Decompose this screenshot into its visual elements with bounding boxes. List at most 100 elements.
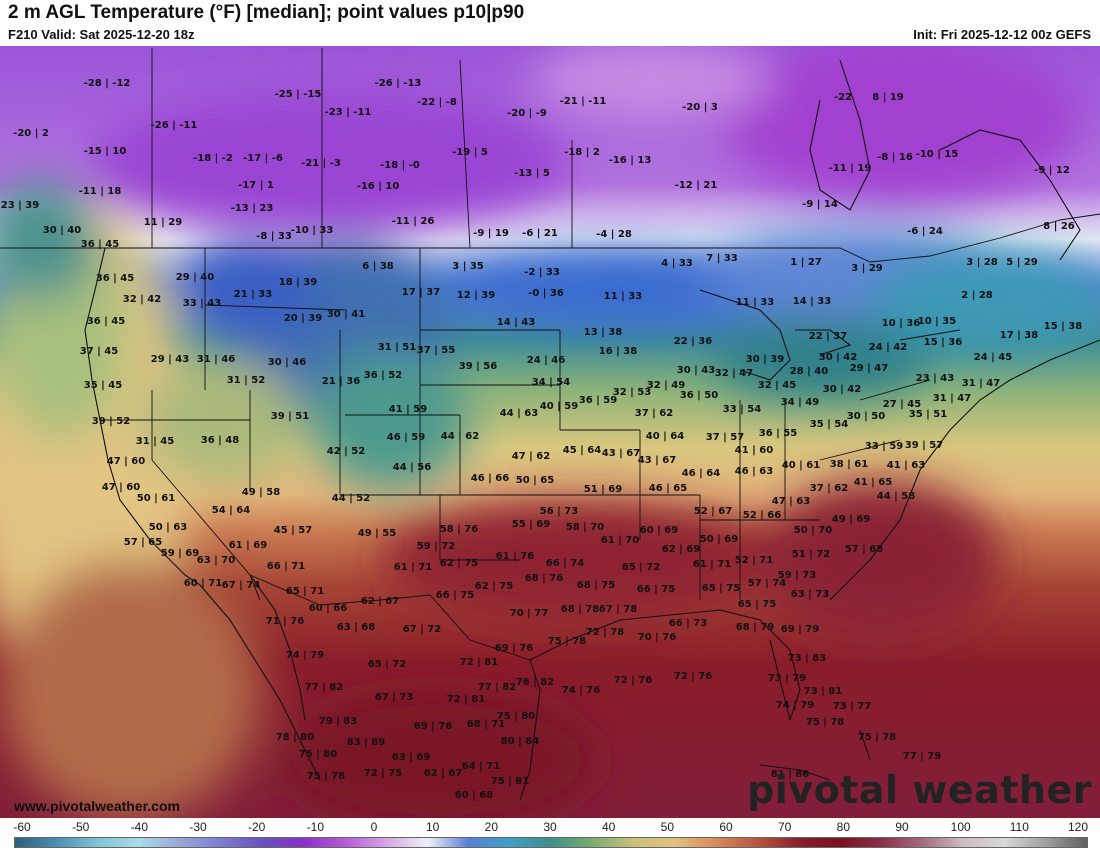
point-value: 47 | 60 — [102, 482, 140, 493]
point-value: 49 | 55 — [358, 528, 396, 539]
colorbar-tick-label: -20 — [247, 820, 266, 834]
point-value: 46 | 63 — [735, 466, 773, 477]
point-value: 30 | 50 — [847, 411, 885, 422]
point-value: 43 | 67 — [602, 448, 640, 459]
point-value: 46 | 65 — [649, 483, 687, 494]
point-value: 67 | 72 — [403, 624, 441, 635]
brand-logo: pivotal weather — [747, 768, 1092, 812]
point-value: 68 | 78 — [561, 604, 599, 615]
point-value: 3 | 29 — [851, 263, 883, 274]
point-value: 32 | 53 — [613, 387, 651, 398]
point-value: -12 | 21 — [675, 180, 718, 191]
point-value: -10 | 33 — [291, 225, 334, 236]
point-value: 31 | 45 — [136, 436, 174, 447]
colorbar-tick-label: -10 — [306, 820, 324, 834]
colorbar-tick-label: -60 — [13, 820, 31, 834]
point-value: 6 | 38 — [362, 261, 394, 272]
point-value: 62 | 69 — [662, 544, 700, 555]
point-value: 52 | 66 — [743, 510, 781, 521]
point-value: -13 | 5 — [514, 168, 550, 179]
point-value: -4 | 28 — [596, 229, 632, 240]
point-values: -28 | -12 -20 | 2 -15 | 10 -26 | -11 -25 | -… — [1, 78, 1082, 801]
point-value: 72 | 76 — [674, 671, 712, 682]
point-value: 38 | 61 — [830, 459, 868, 470]
point-value: -15 | 10 — [84, 146, 127, 157]
point-value: 75 | 78 — [858, 732, 896, 743]
colorbar-tick-label: 30 — [543, 820, 557, 834]
point-value: -2 | 33 — [524, 267, 560, 278]
point-value: -26 | -13 — [375, 78, 422, 89]
point-value: 63 | 68 — [337, 622, 375, 633]
point-value: 79 | 83 — [319, 716, 357, 727]
point-value: 60 | 68 — [455, 790, 493, 801]
point-value: 4 | 33 — [661, 258, 693, 269]
colorbar-tick-label: 70 — [777, 820, 792, 834]
point-value: 30 | 39 — [746, 354, 784, 365]
point-value: 30 | 42 — [819, 352, 857, 363]
colorbar-tick-label: -30 — [189, 820, 207, 834]
point-value: 1 | 27 — [790, 257, 822, 268]
point-value: 21 | 36 — [322, 376, 360, 387]
point-value: 31 | 47 — [962, 378, 1000, 389]
point-value: 40 | 59 — [540, 401, 578, 412]
header: 2 m AGL Temperature (°F) [median]; point… — [0, 0, 1100, 46]
colorbar-tick-label: 10 — [425, 820, 440, 834]
point-value: 44 | 58 — [877, 491, 915, 502]
point-value: 37 | 62 — [635, 408, 673, 419]
point-value: 61 | 76 — [496, 551, 534, 562]
point-value: 44 | 62 — [441, 431, 479, 442]
point-value: 14 | 43 — [497, 317, 535, 328]
point-value: -17 | -6 — [243, 153, 283, 164]
point-value: -23 | -11 — [325, 107, 372, 118]
point-value: -9 | 12 — [1034, 165, 1070, 176]
point-value: 73 | 83 — [788, 653, 826, 664]
point-value: 61 | 71 — [693, 559, 731, 570]
point-value: 11 | 33 — [736, 297, 774, 308]
point-value: 60 | 66 — [309, 603, 347, 614]
colorbar-tick-label: 120 — [1067, 820, 1089, 834]
temperature-field — [0, 46, 1100, 818]
point-value: 56 | 73 — [540, 506, 578, 517]
temperature-map[interactable]: -28 | -12 -20 | 2 -15 | 10 -26 | -11 -25 | -… — [0, 46, 1100, 818]
point-value: 32 | 45 — [758, 380, 796, 391]
point-value: 33 | 59 — [865, 441, 903, 452]
point-value: 52 | 67 — [694, 506, 732, 517]
point-value: 59 | 73 — [778, 570, 816, 581]
point-value: -11 | 18 — [79, 186, 122, 197]
point-value: 69 | 76 — [495, 643, 533, 654]
point-value: 72 | 81 — [447, 694, 485, 705]
point-value: 66 | 75 — [436, 590, 474, 601]
point-value: 34 | 54 — [532, 377, 570, 388]
point-value: 65 | 72 — [368, 659, 406, 670]
point-value: 58 | 76 — [440, 524, 478, 535]
point-value: 11 | 33 — [604, 291, 642, 302]
watermark-url[interactable]: www.pivotalweather.com — [14, 798, 180, 814]
point-value: 29 | 47 — [850, 363, 888, 374]
point-value: 41 | 60 — [735, 445, 773, 456]
point-value: 46 | 64 — [682, 468, 720, 479]
map-area[interactable]: -28 | -12 -20 | 2 -15 | 10 -26 | -11 -25 | -… — [0, 46, 1100, 818]
point-value: 62 | 67 — [424, 768, 462, 779]
point-value: 67 | 78 — [599, 604, 637, 615]
point-value: 74 | 79 — [776, 700, 814, 711]
point-value: 12 | 39 — [457, 290, 495, 301]
point-value: 34 | 49 — [781, 397, 819, 408]
point-value: 62 | 67 — [361, 596, 399, 607]
point-value: 59 | 72 — [417, 541, 455, 552]
point-value: 27 | 45 — [883, 399, 921, 410]
point-value: 30 | 40 — [43, 225, 81, 236]
point-value: 32 | 47 — [715, 368, 753, 379]
point-value: 10 | 35 — [918, 316, 956, 327]
point-value: 72 | 75 — [364, 768, 402, 779]
point-value: 39 | 57 — [905, 440, 943, 451]
point-value: 66 | 75 — [637, 584, 675, 595]
point-value: 35 | 51 — [909, 409, 947, 420]
point-value: 80 | 84 — [501, 736, 539, 747]
point-value: 36 | 48 — [201, 435, 239, 446]
point-value: -6 | 21 — [522, 228, 558, 239]
point-value: 32 | 42 — [123, 294, 161, 305]
point-value: 39 | 56 — [459, 361, 497, 372]
point-value: 7 | 33 — [706, 253, 738, 264]
point-value: 83 | 89 — [347, 737, 385, 748]
colorbar-tick-label: 40 — [601, 820, 616, 834]
